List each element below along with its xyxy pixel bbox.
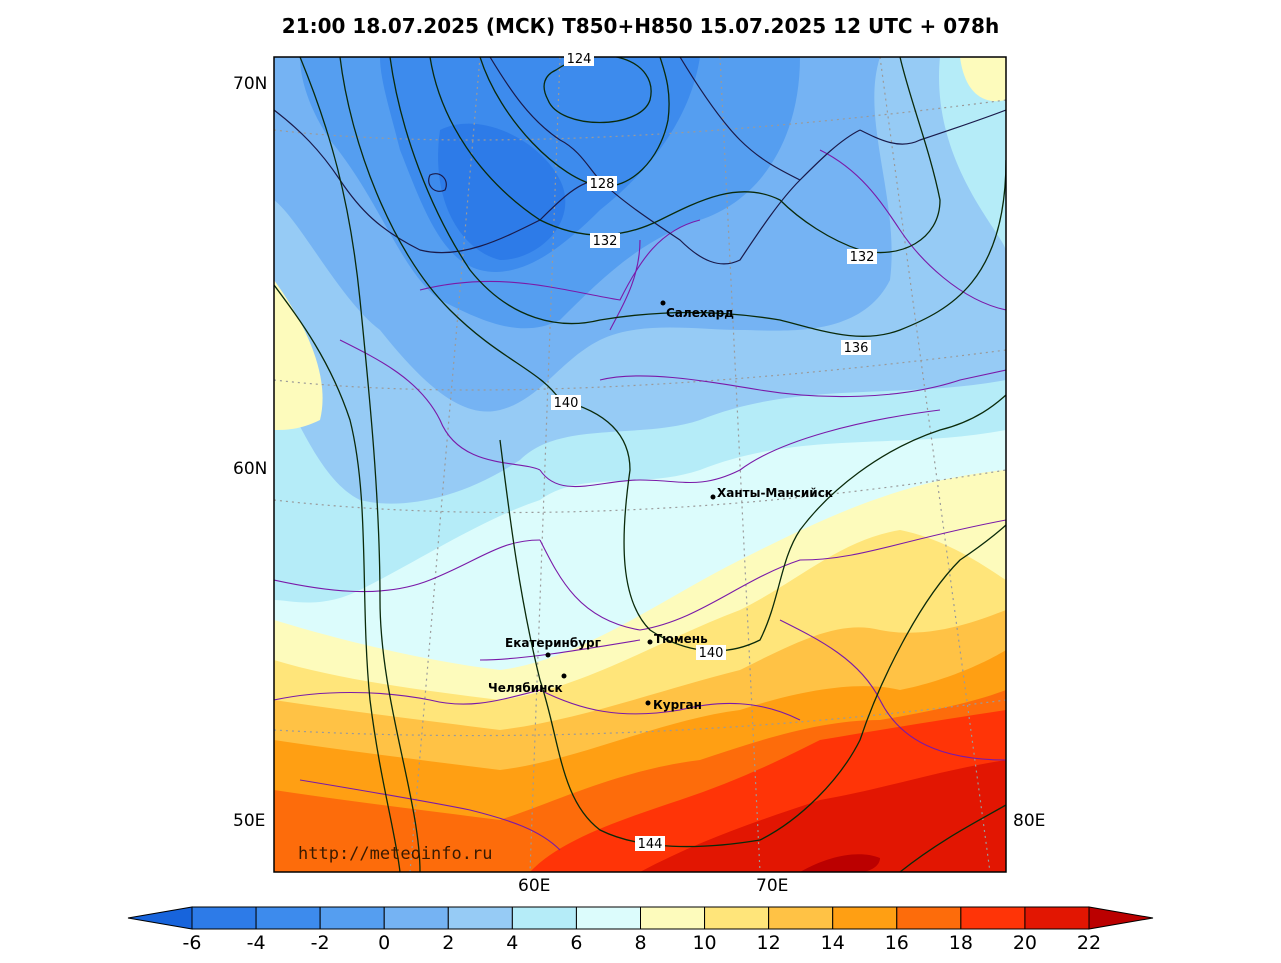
- colorbar-tick-label: 16: [885, 932, 909, 954]
- lon-label-80e: 80E: [1013, 811, 1046, 831]
- colorbar-tick-label: 20: [1013, 932, 1037, 954]
- svg-text:124: 124: [567, 52, 592, 67]
- svg-text:136: 136: [844, 341, 869, 356]
- city-khanty-mansiysk: Ханты-Мансийск: [710, 486, 833, 500]
- lat-label-50e: 50E: [233, 811, 266, 831]
- colorbar-swatch: [255, 906, 321, 930]
- svg-text:140: 140: [699, 646, 724, 661]
- colorbar-tick-label: 4: [506, 932, 518, 954]
- svg-text:Тюмень: Тюмень: [654, 632, 708, 646]
- colorbar-tick-label: 2: [442, 932, 454, 954]
- colorbar-swatch: [575, 906, 642, 930]
- contour-labels: 124 128 132 132 136 140 140 144: [551, 51, 877, 852]
- lon-label-60e: 60E: [518, 876, 551, 896]
- colorbar-tick-label: 14: [821, 932, 845, 954]
- svg-text:Челябинск: Челябинск: [488, 681, 563, 695]
- colorbar-tick-label: 12: [757, 932, 781, 954]
- colorbar-swatch: [1024, 906, 1090, 930]
- lon-label-70e: 70E: [756, 876, 789, 896]
- contour-label-140-b: 140: [696, 645, 726, 661]
- colorbar-tick-label: 8: [634, 932, 646, 954]
- colorbar-swatch: [511, 906, 577, 930]
- svg-text:128: 128: [590, 177, 615, 192]
- svg-text:Курган: Курган: [653, 698, 702, 712]
- colorbar-tick-label: 10: [692, 932, 716, 954]
- lat-label-60n: 60N: [233, 459, 268, 479]
- contour-label-128: 128: [587, 176, 617, 192]
- svg-text:132: 132: [593, 234, 618, 249]
- colorbar-high-arrow: [1088, 906, 1154, 930]
- temperature-field: [274, 57, 1006, 872]
- lat-label-70n: 70N: [233, 74, 268, 94]
- graticule: [274, 57, 1006, 872]
- colorbar-swatch: [768, 906, 834, 930]
- contour-label-124: 124: [564, 51, 594, 67]
- colorbar-tick-label: 22: [1077, 932, 1101, 954]
- colorbar: -6 -4 -2 0 2 4 6 8 10 12 14 16 18 20 22: [127, 906, 1154, 954]
- colorbar-swatch: [383, 906, 449, 930]
- map-frame: [273, 56, 1007, 873]
- colorbar-tick-label: 18: [949, 932, 973, 954]
- colorbar-tick-label: 0: [378, 932, 390, 954]
- coastlines: [274, 57, 1006, 265]
- colorbar-swatch: [319, 906, 385, 930]
- colorbar-swatch: [191, 906, 257, 930]
- colorbar-swatch: [960, 906, 1026, 930]
- city-kurgan: Курган: [645, 698, 702, 712]
- watermark-url: http://meteoinfo.ru: [298, 844, 493, 864]
- borders: [274, 149, 1006, 851]
- contour-label-144: 144: [635, 836, 665, 852]
- contour-label-136: 136: [841, 340, 871, 356]
- colorbar-tick-label: 6: [570, 932, 582, 954]
- colorbar-tick-label: -4: [247, 932, 266, 954]
- colorbar-swatch: [704, 906, 770, 930]
- map-title: 21:00 18.07.2025 (МСК) T850+H850 15.07.2…: [281, 14, 1000, 38]
- svg-text:132: 132: [850, 250, 875, 265]
- city-salekhard: Салехард: [660, 300, 734, 320]
- svg-text:Ханты-Мансийск: Ханты-Мансийск: [717, 486, 833, 500]
- city-yekaterinburg: Екатеринбург: [505, 636, 601, 658]
- cities: Салехард Ханты-Мансийск Екатеринбург Тюм…: [488, 300, 833, 712]
- colorbar-tick-label: -2: [311, 932, 330, 954]
- contour-label-132-a: 132: [590, 233, 620, 249]
- colorbar-swatch: [832, 906, 898, 930]
- geopotential-contours: [274, 57, 1006, 872]
- svg-text:Салехард: Салехард: [666, 306, 734, 320]
- colorbar-swatch: [640, 906, 706, 930]
- svg-text:140: 140: [554, 396, 579, 411]
- city-chelyabinsk: Челябинск: [488, 673, 567, 695]
- colorbar-swatch: [447, 906, 513, 930]
- svg-text:Екатеринбург: Екатеринбург: [505, 636, 601, 650]
- svg-text:144: 144: [638, 837, 663, 852]
- colorbar-low-arrow: [127, 906, 193, 930]
- contour-label-140-a: 140: [551, 395, 581, 411]
- colorbar-swatch: [896, 906, 962, 930]
- contour-label-132-b: 132: [847, 249, 877, 265]
- city-tyumen: Тюмень: [647, 632, 708, 646]
- colorbar-tick-label: -6: [183, 932, 202, 954]
